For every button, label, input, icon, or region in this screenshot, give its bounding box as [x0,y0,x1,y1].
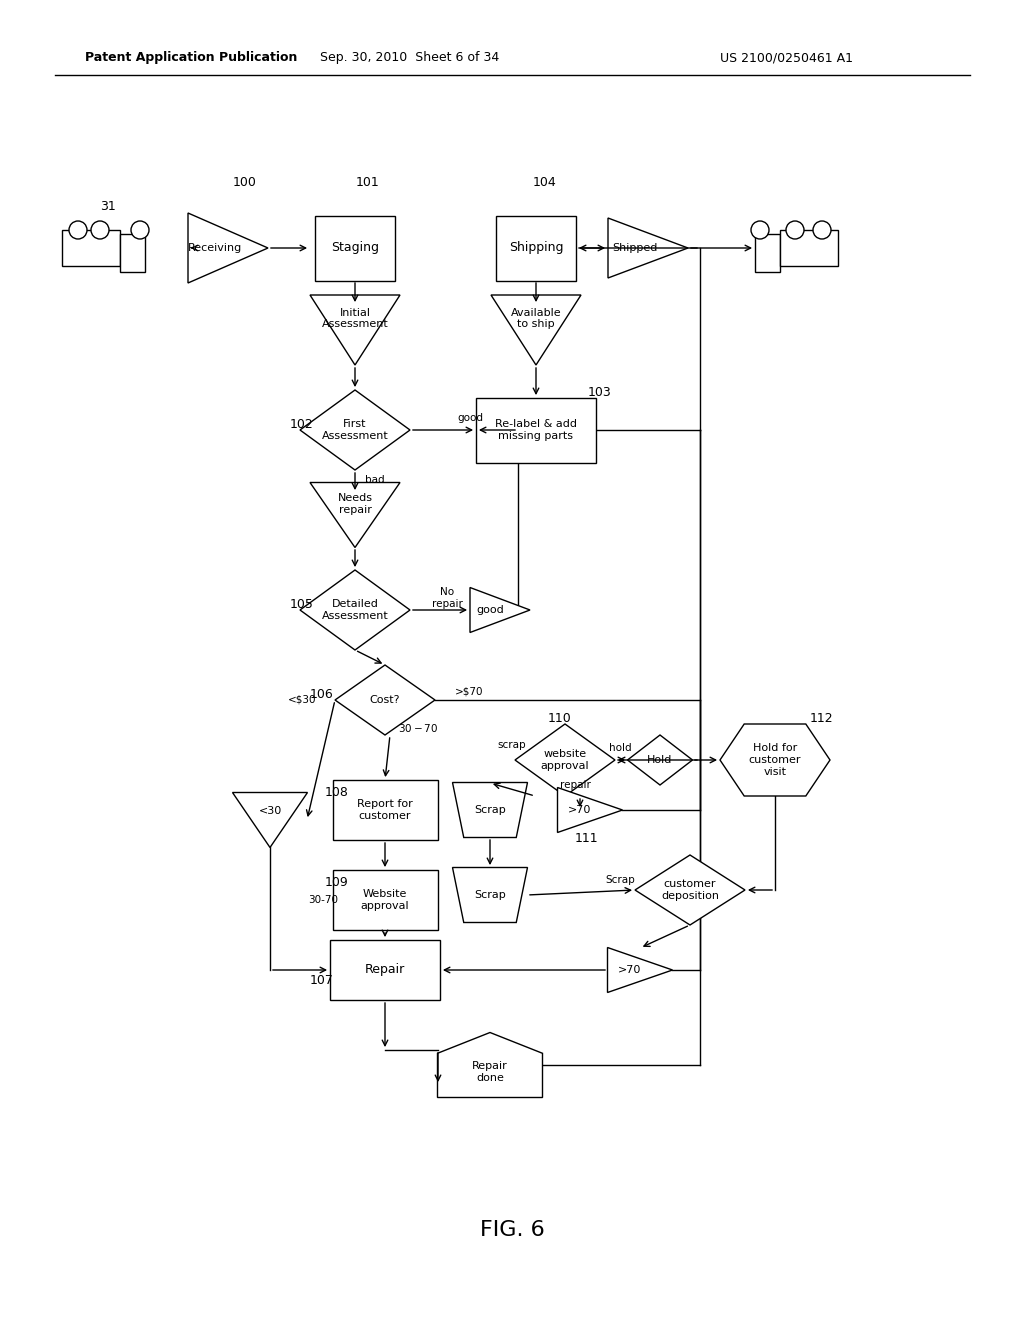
Text: Report for
customer: Report for customer [357,799,413,821]
Text: <$30: <$30 [288,696,316,705]
Polygon shape [515,723,615,796]
Text: good: good [457,413,483,422]
Text: Staging: Staging [331,242,379,255]
Polygon shape [437,1032,543,1097]
Text: good: good [476,605,504,615]
Circle shape [131,220,150,239]
Text: Repair
done: Repair done [472,1061,508,1082]
Text: $30-$70: $30-$70 [398,722,438,734]
Text: <30: <30 [258,805,282,816]
Circle shape [751,220,769,239]
Text: 30-70: 30-70 [308,895,338,906]
Text: Shipped: Shipped [612,243,657,253]
Text: Shipping: Shipping [509,242,563,255]
Text: 110: 110 [548,711,571,725]
Polygon shape [300,570,410,649]
Text: 31: 31 [100,201,116,214]
Text: >70: >70 [617,965,641,975]
Circle shape [91,220,109,239]
Polygon shape [557,788,623,833]
Polygon shape [232,792,307,847]
Polygon shape [188,213,268,282]
Text: Scrap: Scrap [474,890,506,900]
Polygon shape [720,723,830,796]
Text: Detailed
Assessment: Detailed Assessment [322,599,388,620]
Text: 108: 108 [325,785,349,799]
Circle shape [69,220,87,239]
Bar [333,870,437,931]
Text: Scrap: Scrap [605,875,635,884]
Bar [333,780,437,840]
Text: 104: 104 [534,177,557,190]
Text: bad: bad [365,475,385,484]
Polygon shape [453,867,527,923]
Text: Needs
repair: Needs repair [338,494,373,515]
Text: 107: 107 [310,974,334,986]
Bar [120,234,145,272]
Polygon shape [635,855,745,925]
Bar [315,215,395,281]
Text: Initial
Assessment: Initial Assessment [322,308,388,329]
Bar [780,230,838,267]
Text: No
repair: No repair [431,587,463,609]
Text: >70: >70 [567,805,591,814]
Text: First
Assessment: First Assessment [322,420,388,441]
Text: 109: 109 [325,875,349,888]
Polygon shape [453,783,527,837]
Polygon shape [628,735,692,785]
Text: scrap: scrap [498,741,526,750]
Text: Sep. 30, 2010  Sheet 6 of 34: Sep. 30, 2010 Sheet 6 of 34 [321,51,500,65]
Circle shape [813,220,831,239]
Polygon shape [300,389,410,470]
Text: Available
to ship: Available to ship [511,308,561,329]
Text: Receiving: Receiving [187,243,242,253]
Text: customer
deposition: customer deposition [662,879,719,900]
Text: Hold: Hold [647,755,673,766]
Polygon shape [310,483,400,548]
Text: 103: 103 [588,385,611,399]
Text: 101: 101 [356,177,380,190]
Text: 105: 105 [290,598,314,611]
Text: 102: 102 [290,417,313,430]
Bar [476,397,596,462]
Polygon shape [470,587,530,632]
Text: 111: 111 [575,832,599,845]
Bar [496,215,575,281]
Text: Hold for
customer
visit: Hold for customer visit [749,743,801,776]
Polygon shape [608,218,688,279]
Polygon shape [335,665,435,735]
Text: US 2100/0250461 A1: US 2100/0250461 A1 [720,51,853,65]
Text: Scrap: Scrap [474,805,506,814]
Text: >$70: >$70 [455,686,483,697]
Polygon shape [607,948,673,993]
Bar [755,234,780,272]
Polygon shape [310,294,400,366]
Text: Cost?: Cost? [370,696,400,705]
Text: website
approval: website approval [541,750,590,771]
Circle shape [786,220,804,239]
Text: Repair: Repair [365,964,406,977]
Text: Re-label & add
missing parts: Re-label & add missing parts [495,420,577,441]
Text: repair: repair [559,780,591,789]
Polygon shape [490,294,581,366]
Text: hold: hold [608,743,632,752]
Text: 112: 112 [810,711,834,725]
Text: Patent Application Publication: Patent Application Publication [85,51,297,65]
Bar [62,230,120,267]
Text: 100: 100 [233,177,257,190]
Text: 106: 106 [310,688,334,701]
Text: FIG. 6: FIG. 6 [479,1220,545,1239]
Text: Website
approval: Website approval [360,890,410,911]
Bar [330,940,440,1001]
